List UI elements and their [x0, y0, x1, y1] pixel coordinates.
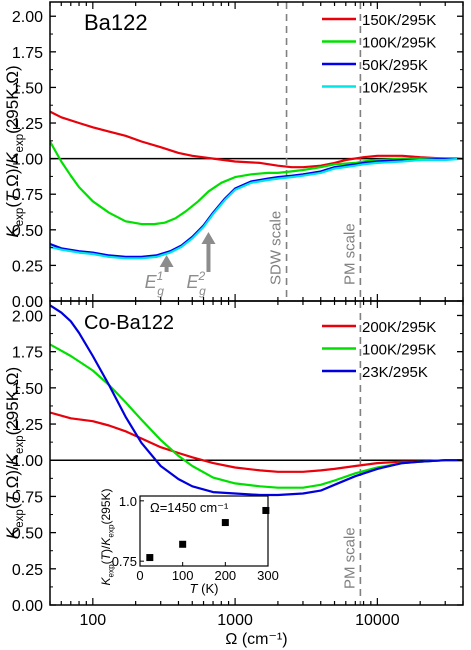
- inset-x-tick-label: 300: [257, 568, 279, 583]
- arrow-head-1: [159, 255, 174, 267]
- y-tick-label: 0.50: [12, 223, 43, 240]
- inset: 0 100 200 300 0.75 1.0 Ω=1450 cm⁻¹ T (K) Kexp(T)…: [99, 488, 279, 596]
- arrow-head-2: [201, 232, 216, 244]
- panel-ba122: SDW scale PM scale E1 g E2 g 0.00 0.25 0.50 0.75 1…: [3, 1, 464, 311]
- y-tick-label: 2.00: [12, 9, 43, 26]
- inset-y-tick-label: 1.0: [119, 494, 137, 509]
- inset-x-tick-label: 0: [136, 568, 143, 583]
- legend-label-200k-295k: 200K/295K: [362, 319, 436, 336]
- y-tick-label: 1.75: [12, 345, 43, 362]
- series-line-10k-295k: [50, 157, 463, 260]
- inset-point: [262, 506, 270, 514]
- y-tick-label: 0.25: [12, 562, 43, 579]
- x-axis-label: Ω (cm⁻¹): [225, 631, 287, 648]
- x-tick-label: 1000: [217, 612, 253, 629]
- inset-annotation: Ω=1450 cm⁻¹: [150, 500, 229, 515]
- legend-label-50k-295k: 50K/295K: [362, 57, 428, 74]
- y-tick-label: 1.75: [12, 45, 43, 62]
- y-tick-label: 0.00: [12, 294, 43, 311]
- inset-x-tick-label: 100: [172, 568, 194, 583]
- panel-co-ba122: PM scale0.000.250.500.751.001.251.501.75…: [3, 300, 464, 648]
- vline-label-sdw-scale: SDW scale: [268, 211, 285, 285]
- inset-point: [179, 540, 187, 548]
- arrow-label-2: E2 g: [186, 269, 206, 298]
- inset-point: [146, 554, 154, 562]
- y-tick-label: 0.75: [12, 187, 43, 204]
- series-line-200k-295k: [50, 411, 463, 473]
- legend-label-100k-295k: 100K/295K: [362, 342, 436, 359]
- panel-label: Ba122: [84, 10, 148, 35]
- vline-label-pm-scale: PM scale: [341, 223, 358, 285]
- y-tick-label: 0.50: [12, 526, 43, 543]
- plot-frame: [49, 300, 464, 606]
- inset-x-tick-label: 200: [214, 568, 236, 583]
- y-axis-label: Kexp(T,Ω)/Kexp(295K,Ω): [3, 367, 26, 539]
- y-tick-label: 0.25: [12, 258, 43, 275]
- y-tick-label: 0.75: [12, 489, 43, 506]
- legend-label-23k-295k: 23K/295K: [362, 364, 428, 381]
- series-line-50k-295k: [50, 157, 463, 258]
- inset-frame: [139, 495, 269, 567]
- y-axis-label: Kexp(T,Ω)/Kexp(295K,Ω): [3, 65, 26, 237]
- y-tick-label: 0.00: [12, 598, 43, 615]
- y-tick-label: 1.25: [12, 417, 43, 434]
- y-tick-label: 1.00: [12, 453, 43, 470]
- legend-label-10k-295k: 10K/295K: [362, 80, 428, 97]
- inset-x-axis-label: T (K): [190, 581, 219, 596]
- panel-label: Co-Ba122: [84, 312, 174, 334]
- series-line-150k-295k: [50, 110, 463, 169]
- inset-point: [221, 519, 229, 527]
- vline-label-pm-scale: PM scale: [341, 527, 358, 589]
- y-tick-label: 2.00: [12, 308, 43, 325]
- series-line-100k-295k: [50, 140, 463, 226]
- inset-y-tick-label: 0.75: [112, 554, 137, 569]
- series-line-23k-295k: [50, 304, 463, 497]
- legend-label-100k-295k: 100K/295K: [362, 35, 436, 52]
- legend-label-150k-295k: 150K/295K: [362, 12, 436, 29]
- x-tick-label: 10000: [355, 612, 400, 629]
- x-tick-label: 100: [79, 612, 106, 629]
- y-tick-label: 1.00: [12, 152, 43, 169]
- y-tick-label: 1.25: [12, 116, 43, 133]
- arrow-label-1: E1 g: [145, 269, 165, 298]
- y-tick-label: 1.50: [12, 381, 43, 398]
- y-tick-label: 1.50: [12, 80, 43, 97]
- inset-y-axis-label: Kexp(T)/Kexp(295K): [99, 488, 116, 585]
